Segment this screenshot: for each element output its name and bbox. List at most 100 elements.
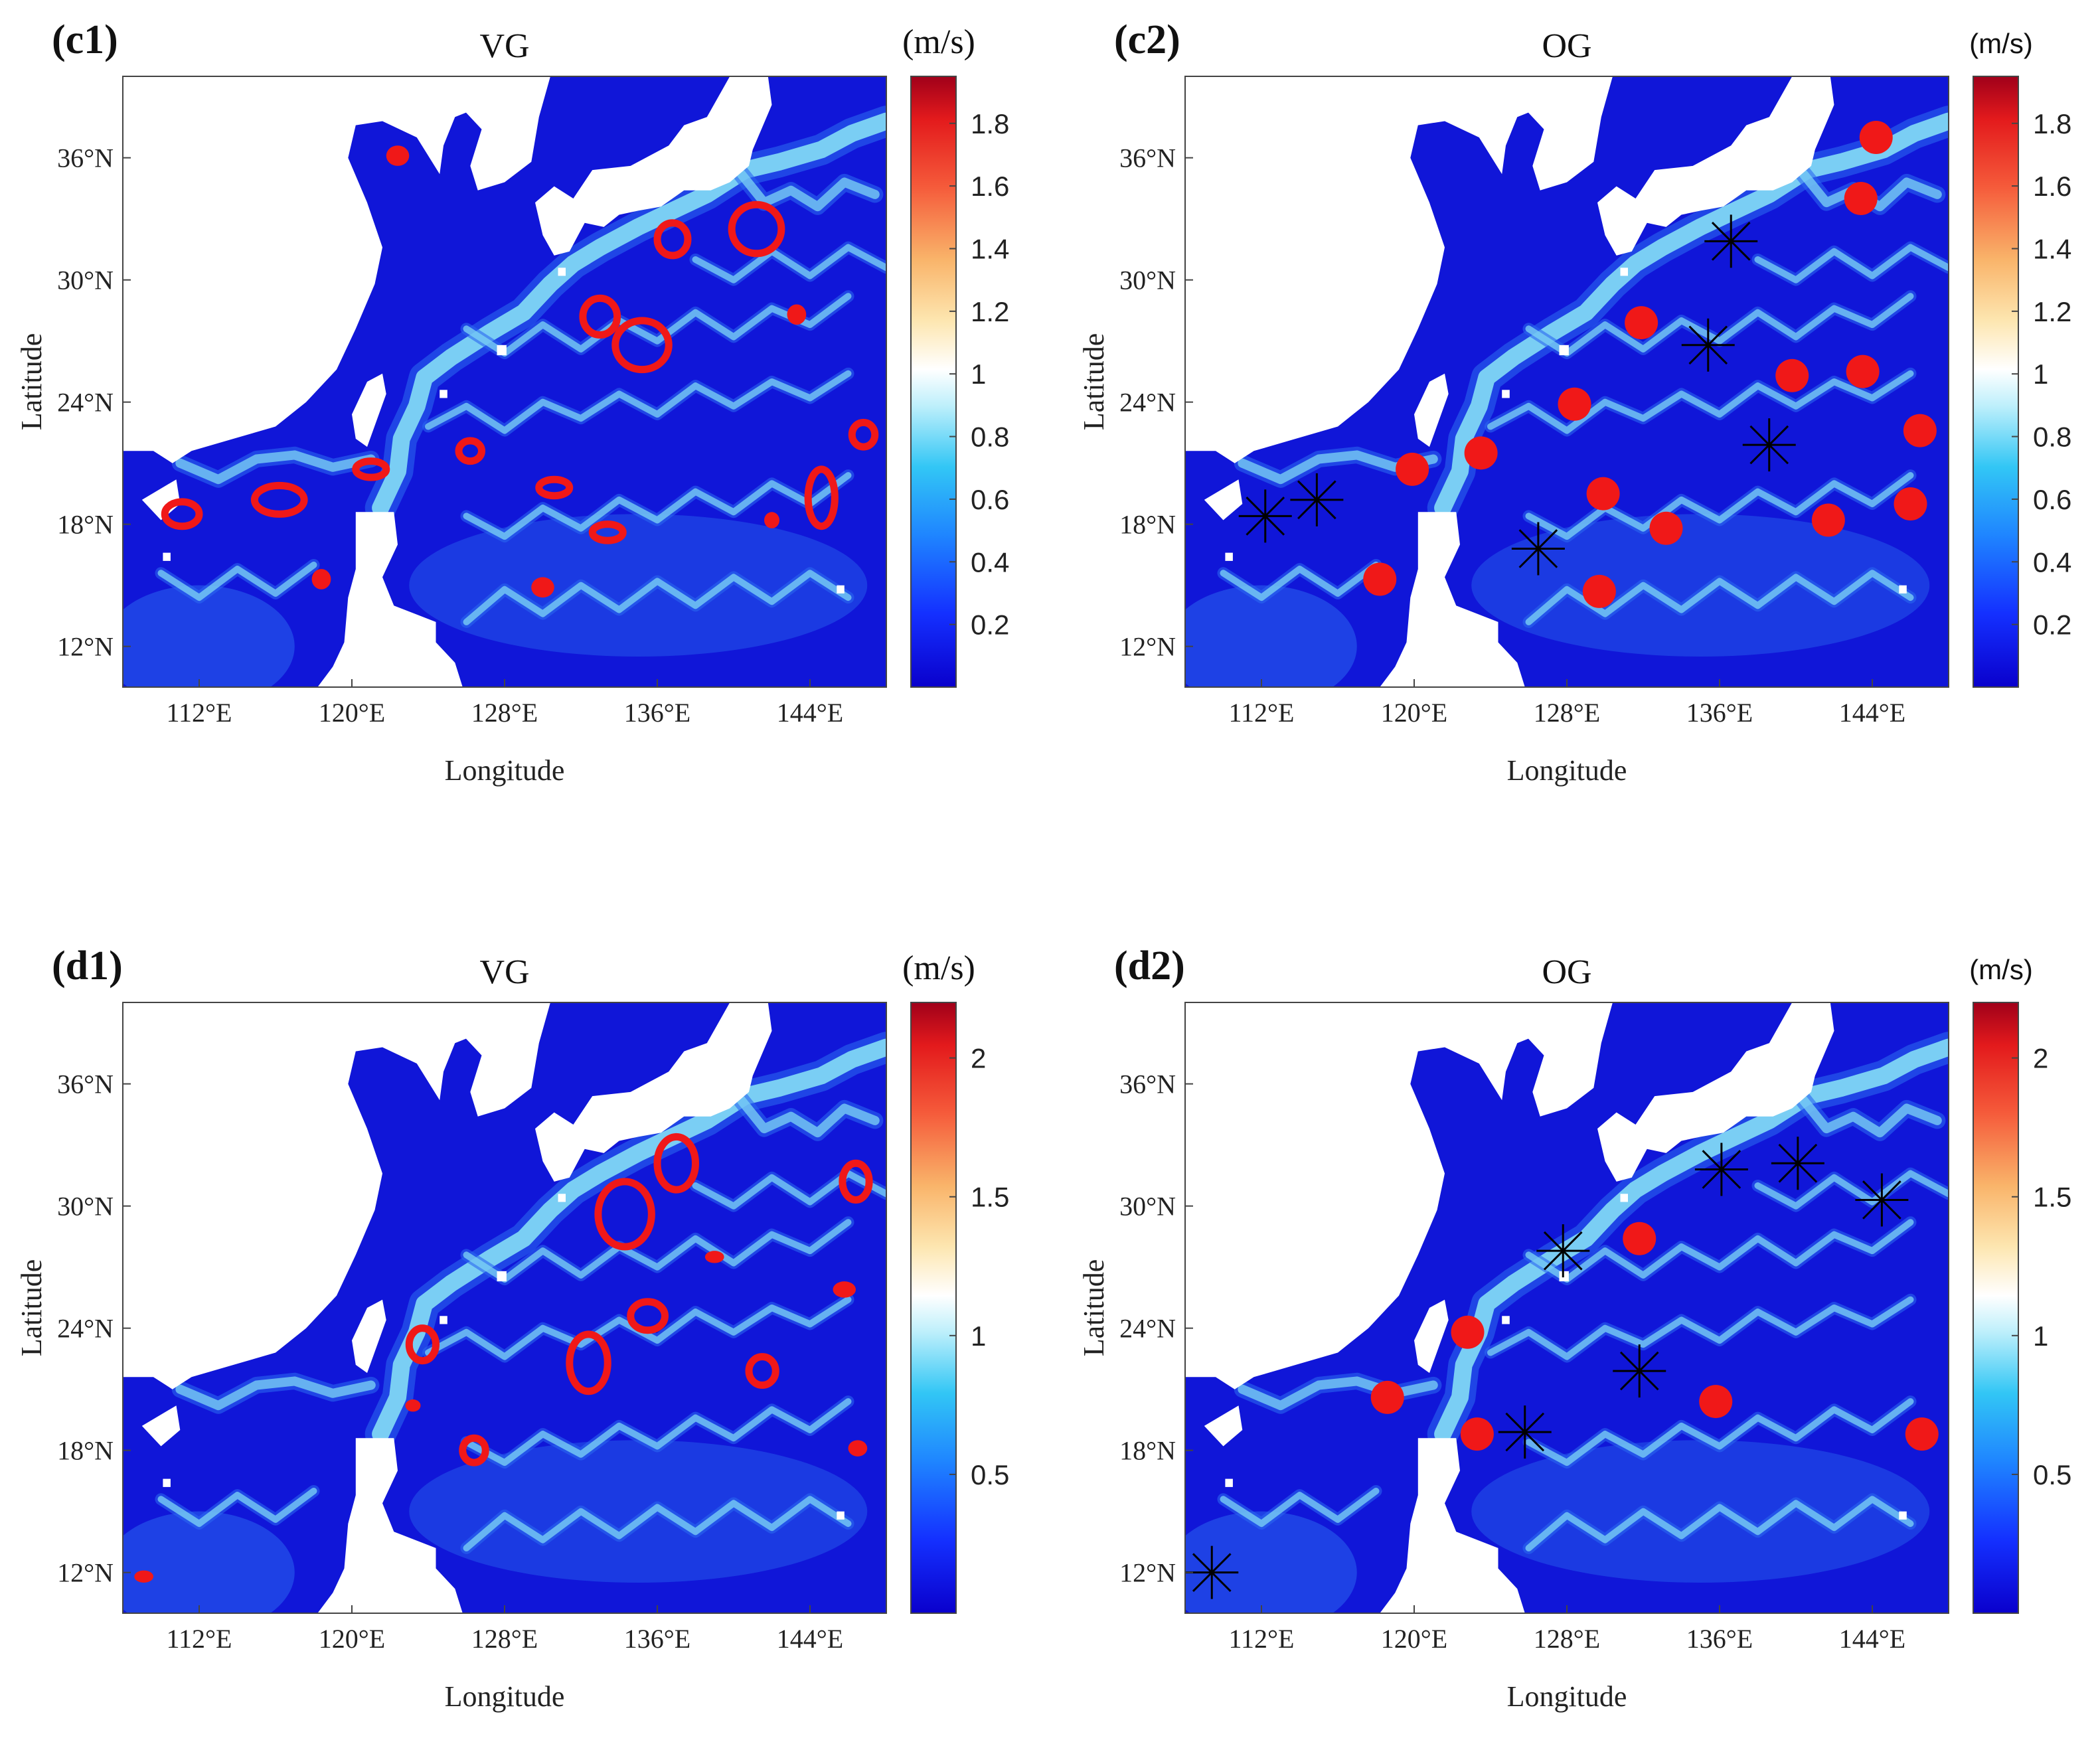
y-tick-label: 12°N (1119, 1558, 1176, 1588)
panel-c1: 112°E 120°E 128°E 136°E 144°E 36°N 30°N 24°N 18°… (0, 0, 1036, 807)
land-mass (163, 1478, 171, 1487)
x-tick-label: 128°E (471, 1624, 538, 1654)
eddy-contour (455, 437, 485, 465)
current-stream (736, 169, 880, 212)
land-mass (837, 1511, 845, 1520)
land-mass (1899, 585, 1907, 593)
land-mass (558, 1194, 566, 1202)
current-stream (736, 1095, 880, 1138)
y-tick-label: 24°N (57, 388, 114, 418)
land-mass (1899, 1511, 1907, 1520)
panel-c2: 112°E 120°E 128°E 136°E 144°E 36°N 30°N 24°N 18°… (1062, 0, 2098, 807)
x-tick-label: 144°E (1839, 698, 1905, 728)
land-mass (1597, 1002, 1834, 1182)
eddy-dot (1451, 1315, 1485, 1349)
x-tick-label: 144°E (777, 1624, 843, 1654)
y-tick-label: 30°N (57, 1192, 114, 1222)
current-stream (692, 244, 886, 283)
heatmap (1185, 1002, 1949, 1613)
y-axis-label: Latitude (1078, 1259, 1110, 1357)
y-tick-label: 18°N (1119, 1436, 1176, 1466)
eddy-contour (804, 465, 839, 530)
x-axis-label: Longitude (445, 754, 565, 787)
x-tick-label: 112°E (1229, 698, 1295, 728)
eddy-contour (611, 317, 673, 374)
land-mass (1225, 1478, 1233, 1487)
x-axis-label: Longitude (1507, 754, 1627, 787)
eddy-dot (1625, 306, 1658, 340)
current-stream (1525, 293, 1914, 357)
land-mass (1185, 76, 1548, 463)
eddy-dot (1846, 355, 1880, 388)
land-mass (1597, 76, 1834, 256)
eddy-contour (535, 475, 574, 500)
ocean-shade (123, 585, 295, 687)
x-tick-label: 136°E (624, 1624, 690, 1654)
eddy-contour (745, 1353, 779, 1389)
x-tick-label: 112°E (167, 1624, 232, 1654)
current-stream (425, 370, 852, 434)
current-stream (463, 472, 852, 540)
y-axis-label: Latitude (15, 333, 48, 431)
x-tick-label: 144°E (777, 698, 843, 728)
map-figure-c1: 112°E 120°E 128°E 136°E 144°E 36°N 30°N 24°N 18°… (15, 17, 1009, 787)
colorbar-tick-label: 1.5 (971, 1182, 1009, 1213)
x-tick-label: 120°E (319, 698, 385, 728)
land-mass (317, 512, 463, 687)
y-tick-label: 24°N (1119, 388, 1176, 418)
land-mass (455, 1002, 550, 1117)
eddy-contour (848, 418, 879, 451)
eddy-contour (579, 294, 621, 339)
y-tick-label: 12°N (57, 632, 114, 662)
heatmap (123, 1002, 886, 1613)
land-mass (141, 1405, 181, 1447)
colorbar-tick-label: 2 (2033, 1043, 2048, 1074)
eddy-contour (848, 1440, 868, 1457)
eddy-dot (1905, 1417, 1939, 1451)
land-mass (1620, 1194, 1628, 1202)
star-marker (1681, 318, 1735, 372)
current-stream (1754, 244, 1949, 283)
land-mass (497, 345, 507, 356)
star-marker (1238, 489, 1292, 543)
current-stream (1220, 1488, 1380, 1528)
current-stream (1525, 1219, 1914, 1283)
colorbar-tick-label: 0.8 (2033, 422, 2071, 453)
colorbar-tick-label: 1 (971, 358, 986, 390)
eddy-dot (1649, 511, 1683, 545)
y-tick-label: 12°N (1119, 632, 1176, 662)
current-stream (463, 1398, 852, 1466)
eddy-dot (1623, 1222, 1656, 1255)
current-stream (1799, 1095, 1942, 1138)
current-stream (1525, 472, 1914, 540)
ocean-shade (409, 1440, 868, 1583)
y-tick-label: 30°N (1119, 266, 1176, 295)
colorbar-tick-label: 1.6 (2033, 171, 2071, 202)
land-mass (1380, 1438, 1525, 1613)
eddy-contour (531, 577, 554, 598)
eddy-dot (1811, 503, 1845, 537)
colorbar-tick-label: 0.5 (971, 1459, 1009, 1490)
star-marker (1694, 1143, 1748, 1196)
eddy-contour (764, 512, 779, 528)
current-stream (692, 1170, 886, 1210)
eddy-dot (1558, 387, 1591, 421)
eddy-contour (627, 1298, 669, 1334)
x-tick-label: 128°E (1534, 698, 1600, 728)
star-marker (1855, 1173, 1909, 1227)
eddy-contour (787, 304, 807, 325)
panel-tag: (d1) (52, 943, 123, 989)
colorbar-tick-label: 1.4 (2033, 233, 2071, 264)
colorbar-tick-label: 0.2 (2033, 609, 2071, 641)
colorbar-tick-label: 1 (2033, 1320, 2048, 1352)
heatmap (123, 76, 886, 687)
star-marker (1498, 1405, 1552, 1459)
land-mass (123, 76, 486, 463)
eddy-contour (250, 481, 308, 518)
land-mass (352, 373, 386, 447)
land-mass (1517, 1002, 1613, 1117)
current-stream (372, 112, 886, 517)
y-tick-label: 36°N (57, 1069, 114, 1099)
eddy-dot (1903, 414, 1937, 447)
star-marker (1536, 1224, 1590, 1278)
